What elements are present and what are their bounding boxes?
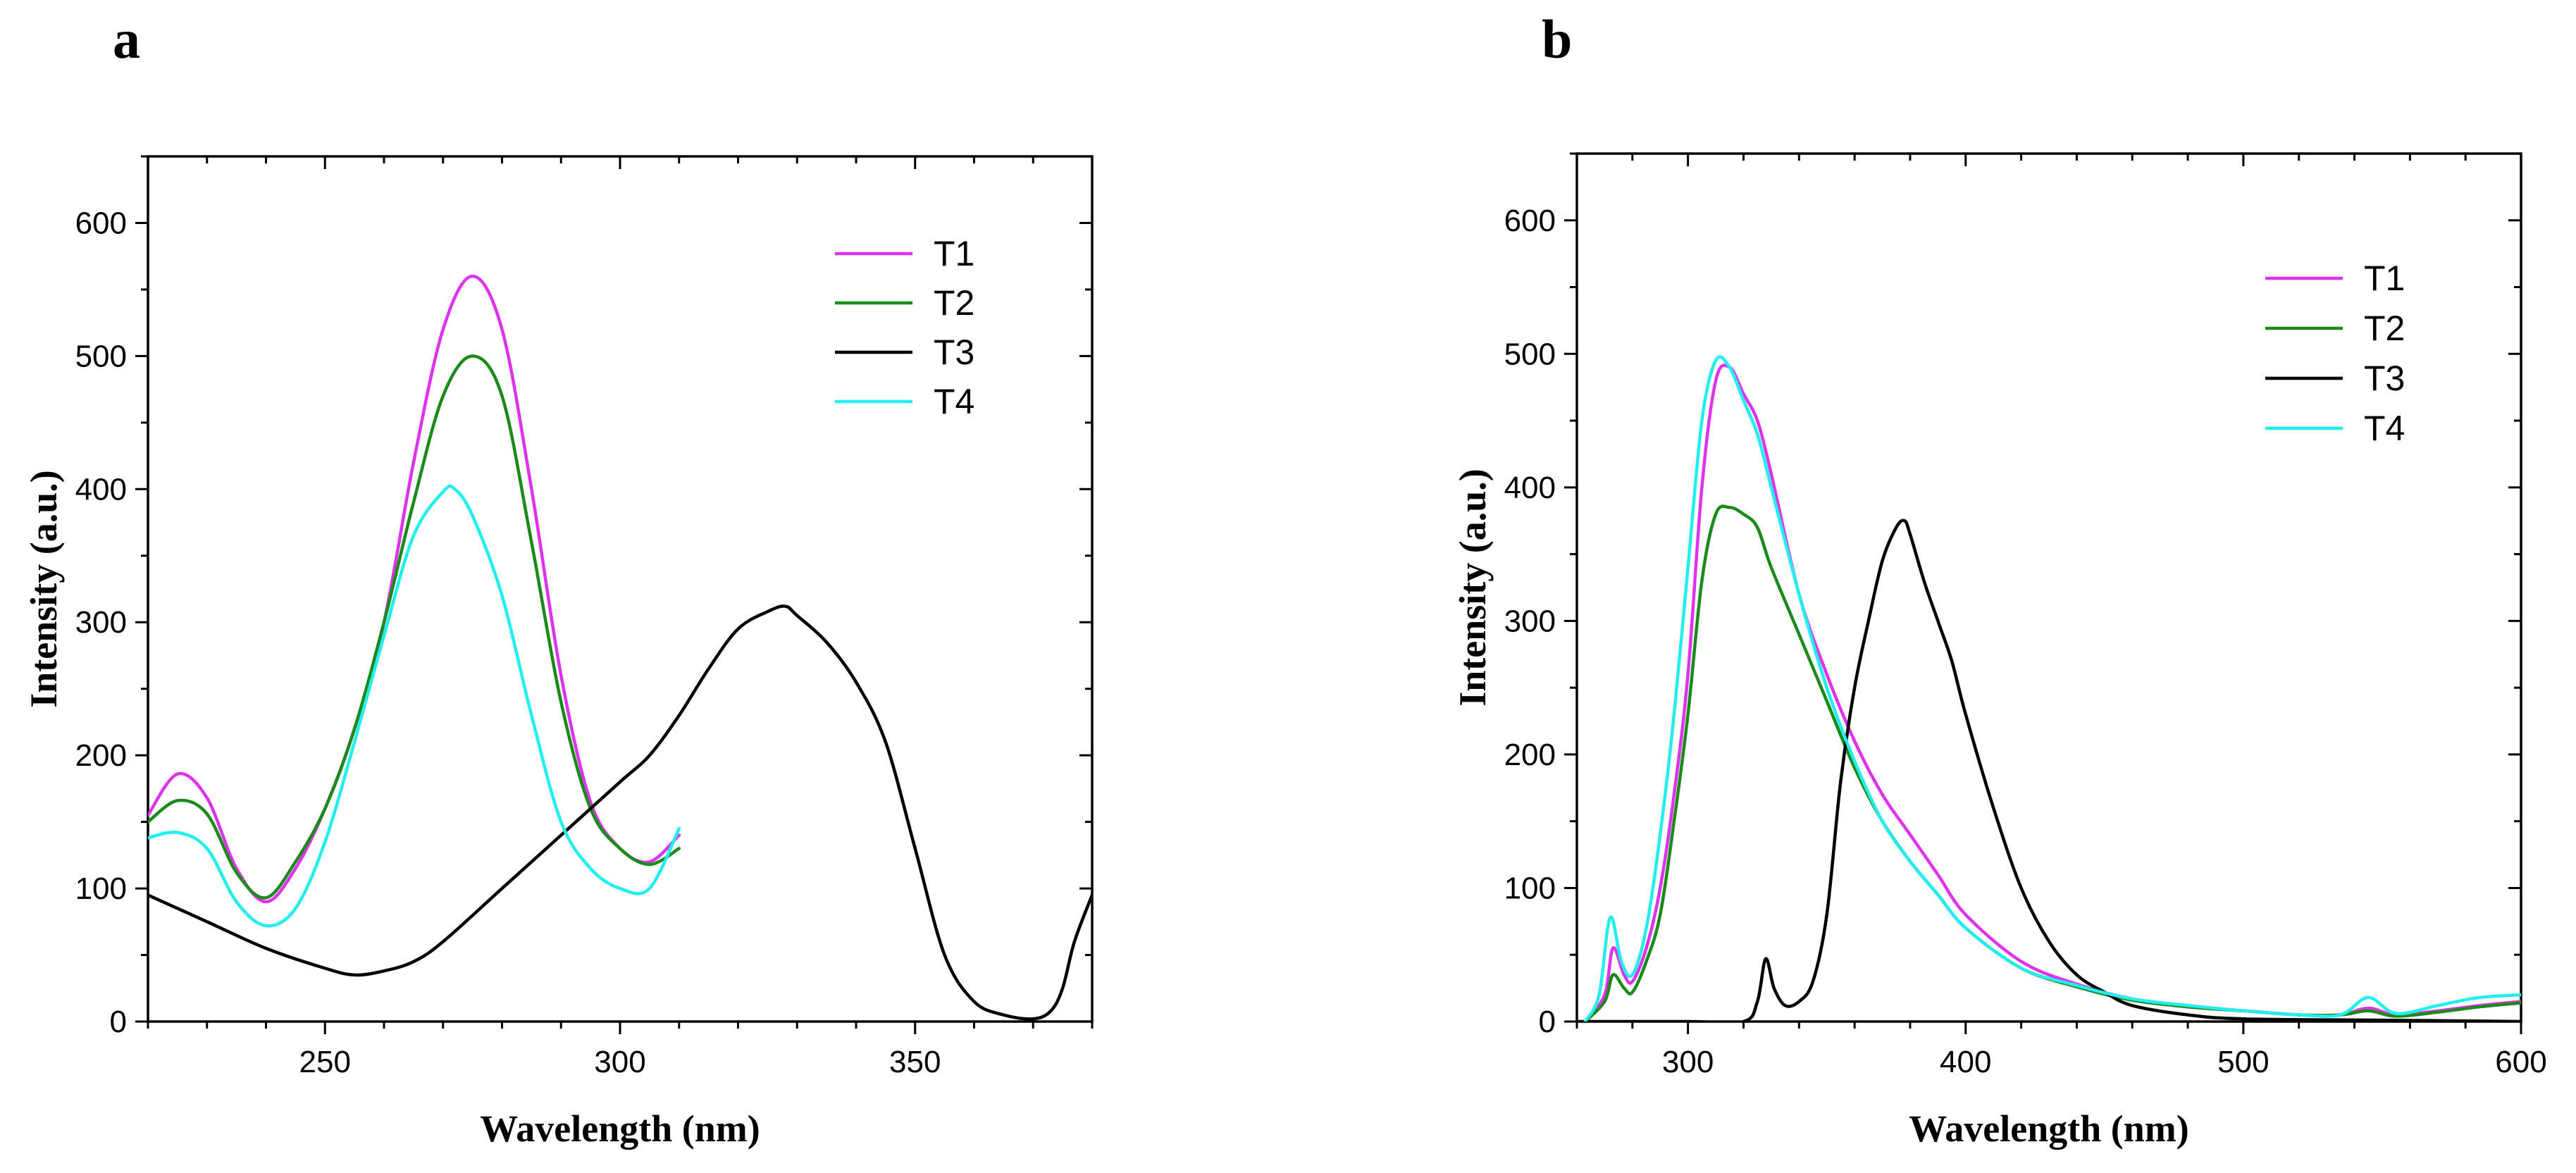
x-tick-label: 500 [2217, 1045, 2269, 1079]
legend-label-t1: T1 [2364, 259, 2405, 298]
y-tick-label: 300 [1504, 604, 1556, 638]
y-tick-label: 500 [75, 339, 127, 373]
y-tick-label: 600 [75, 206, 127, 240]
y-tick-label: 300 [75, 605, 127, 640]
series-line-t2 [148, 354, 681, 900]
y-tick-label: 200 [75, 738, 127, 773]
legend-label-t3: T3 [934, 333, 974, 372]
x-axis-title: Wavelength (nm) [480, 1107, 760, 1150]
series-group [148, 274, 1092, 1021]
y-tick-label: 500 [1504, 337, 1556, 371]
chart-panel-a: a 0 100 200 300 400 500 600 250 300 350 Wavelength … [23, 8, 1094, 1150]
y-tick-label: 0 [110, 1005, 127, 1039]
series-group [1577, 355, 2521, 1022]
y-tick-label: 400 [1504, 471, 1556, 505]
x-tick-label: 400 [1940, 1045, 1991, 1079]
legend-label-t4: T4 [934, 382, 974, 421]
chart-panel-b: b 0 100 200 300 400 500 600 300 400 500 600 Waveleng… [1451, 8, 2547, 1150]
plot-frame [1575, 152, 2522, 1023]
series-line-t4 [148, 484, 681, 928]
legend-label-t4: T4 [2364, 409, 2405, 448]
y-tick-label: 200 [1504, 738, 1556, 772]
panel-label-a: a [113, 8, 140, 70]
y-tick-label: 600 [1504, 204, 1556, 238]
y-axis-title: Intensity (a.u.) [1451, 468, 1494, 707]
legend-label-t2: T2 [2364, 309, 2405, 348]
y-axis-title: Intensity (a.u.) [23, 470, 65, 708]
legend-label-t3: T3 [2364, 359, 2405, 398]
x-tick-label: 300 [1662, 1045, 1714, 1079]
panel-label-b: b [1542, 8, 1572, 70]
x-tick-label: 300 [594, 1045, 645, 1079]
y-tick-label: 0 [1539, 1005, 1556, 1039]
legend: T1 T2 T3 T4 [2265, 259, 2405, 448]
y-tick-label: 100 [1504, 871, 1556, 905]
series-line-t1 [1583, 364, 2521, 1022]
legend: T1 T2 T3 T4 [835, 234, 974, 421]
x-tick-label: 350 [889, 1045, 941, 1079]
series-line-t2 [1583, 504, 2521, 1022]
series-line-t1 [148, 274, 681, 904]
series-line-t4 [1583, 355, 2521, 1022]
legend-label-t2: T2 [934, 283, 974, 323]
series-line-t3 [148, 604, 1092, 1021]
x-axis-title: Wavelength (nm) [1909, 1107, 2189, 1150]
x-tick-label: 250 [299, 1045, 351, 1079]
legend-label-t1: T1 [934, 234, 974, 273]
y-tick-label: 100 [75, 871, 127, 906]
x-tick-label: 600 [2495, 1045, 2546, 1079]
series-line-t3 [1577, 519, 2521, 1022]
y-tick-label: 400 [75, 472, 127, 507]
